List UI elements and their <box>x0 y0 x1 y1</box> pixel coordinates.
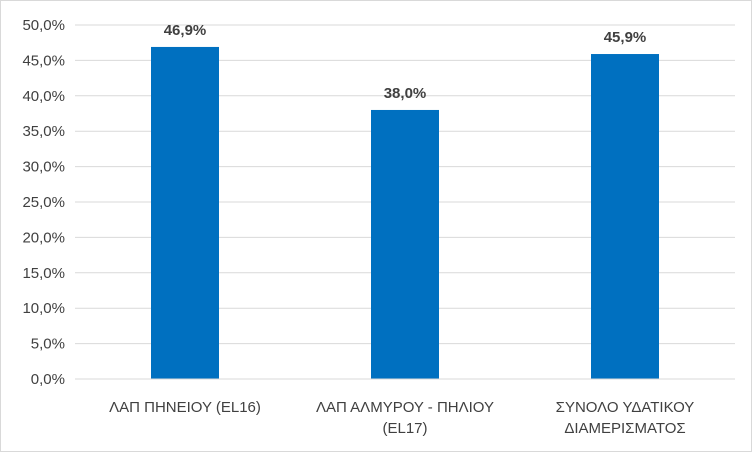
x-category-label: ΣΥΝΟΛΟ ΥΔΑΤΙΚΟΥ ΔΙΑΜΕΡΙΣΜΑΤΟΣ <box>556 399 695 437</box>
y-tick-label: 35,0% <box>22 123 65 140</box>
y-tick-label: 10,0% <box>22 300 65 317</box>
y-tick-label: 40,0% <box>22 88 65 105</box>
data-labels: 46,9% 38,0% 45,9% <box>164 22 647 102</box>
bar <box>151 46 219 380</box>
data-label: 38,0% <box>384 85 427 102</box>
data-label: 45,9% <box>604 29 647 46</box>
y-tick-label: 30,0% <box>22 159 65 176</box>
y-axis-ticks: 0,0% 5,0% 10,0% 15,0% 20,0% 25,0% 30,0% 35,0% 40… <box>22 17 65 388</box>
x-category-label: ΛΑΠ ΠΗΝΕΙΟΥ (EL16) <box>109 399 261 416</box>
y-tick-label: 15,0% <box>22 265 65 282</box>
x-category-label-line: (EL17) <box>382 420 427 437</box>
bar <box>591 54 659 379</box>
y-tick-label: 5,0% <box>31 336 65 353</box>
x-category-label: ΛΑΠ ΑΛΜΥΡΟΥ - ΠΗΛΙΟΥ (EL17) <box>316 399 494 437</box>
y-tick-label: 20,0% <box>22 229 65 246</box>
x-category-label-line: ΛΑΠ ΠΗΝΕΙΟΥ (EL16) <box>109 399 261 416</box>
x-category-label-line: ΣΥΝΟΛΟ ΥΔΑΤΙΚΟΥ <box>556 399 695 416</box>
y-tick-label: 50,0% <box>22 17 65 34</box>
y-tick-label: 0,0% <box>31 371 65 388</box>
data-label: 46,9% <box>164 22 207 39</box>
x-category-label-line: ΔΙΑΜΕΡΙΣΜΑΤΟΣ <box>564 420 685 437</box>
bar <box>371 109 439 380</box>
y-tick-label: 25,0% <box>22 194 65 211</box>
bars <box>151 46 659 380</box>
x-category-label-line: ΛΑΠ ΑΛΜΥΡΟΥ - ΠΗΛΙΟΥ <box>316 399 494 416</box>
x-axis-categories: ΛΑΠ ΠΗΝΕΙΟΥ (EL16) ΛΑΠ ΑΛΜΥΡΟΥ - ΠΗΛΙΟΥ (E… <box>109 399 694 437</box>
y-tick-label: 45,0% <box>22 52 65 69</box>
